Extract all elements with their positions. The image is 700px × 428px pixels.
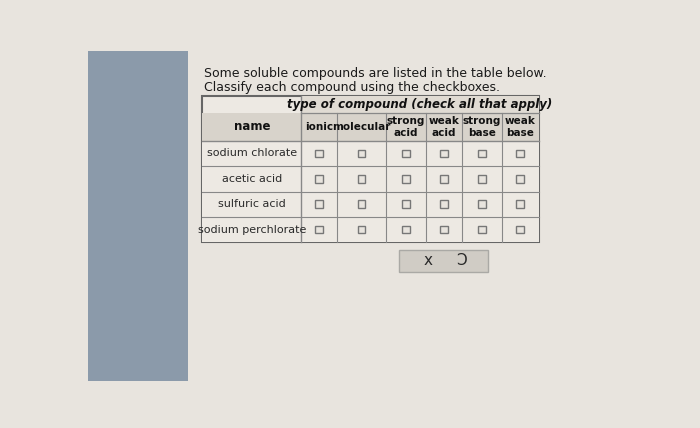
Bar <box>315 175 323 183</box>
Text: sodium perchlorate: sodium perchlorate <box>197 225 306 235</box>
Bar <box>402 175 410 183</box>
Bar <box>517 175 524 183</box>
Bar <box>517 149 524 157</box>
Text: ionic: ionic <box>305 122 333 132</box>
Bar <box>478 149 486 157</box>
Bar <box>517 226 524 233</box>
Bar <box>358 175 365 183</box>
Text: molecular: molecular <box>332 122 391 132</box>
Bar <box>440 149 448 157</box>
Bar <box>202 96 538 242</box>
Bar <box>358 226 365 233</box>
Bar <box>478 200 486 208</box>
Bar <box>402 149 410 157</box>
Text: name: name <box>234 120 270 133</box>
Text: Some soluble compounds are listed in the table below.: Some soluble compounds are listed in the… <box>204 67 547 80</box>
Bar <box>315 149 323 157</box>
Bar <box>202 191 538 217</box>
Bar <box>399 250 488 272</box>
Bar <box>202 217 538 242</box>
Text: weak
base: weak base <box>505 116 536 138</box>
Text: weak
acid: weak acid <box>428 116 459 138</box>
Text: sulfuric acid: sulfuric acid <box>218 199 286 209</box>
Bar <box>88 51 188 381</box>
Bar <box>440 175 448 183</box>
Bar <box>302 96 538 113</box>
Text: x: x <box>424 253 433 268</box>
Text: sodium chlorate: sodium chlorate <box>206 149 297 158</box>
Bar <box>478 175 486 183</box>
Bar <box>517 200 524 208</box>
Text: strong
base: strong base <box>463 116 501 138</box>
Text: acetic acid: acetic acid <box>222 174 282 184</box>
Bar <box>402 226 410 233</box>
Bar <box>478 226 486 233</box>
Bar <box>402 200 410 208</box>
Bar <box>358 200 365 208</box>
Bar <box>358 149 365 157</box>
Bar <box>315 226 323 233</box>
Bar <box>315 200 323 208</box>
Text: strong
acid: strong acid <box>387 116 425 138</box>
Bar <box>440 200 448 208</box>
Bar <box>202 166 538 191</box>
Bar <box>202 141 538 166</box>
Bar <box>202 113 538 141</box>
Text: type of compound (check all that apply): type of compound (check all that apply) <box>288 98 552 111</box>
Text: Classify each compound using the checkboxes.: Classify each compound using the checkbo… <box>204 80 500 94</box>
Bar <box>440 226 448 233</box>
Text: Ɔ: Ɔ <box>456 253 466 268</box>
